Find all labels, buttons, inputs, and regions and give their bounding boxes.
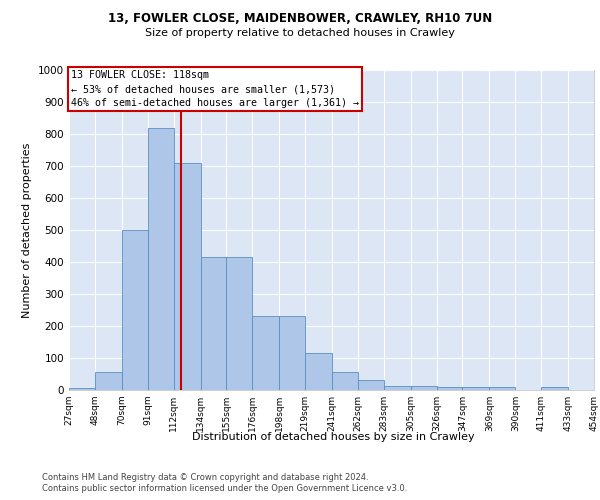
Text: Contains HM Land Registry data © Crown copyright and database right 2024.: Contains HM Land Registry data © Crown c… bbox=[42, 472, 368, 482]
Text: Distribution of detached houses by size in Crawley: Distribution of detached houses by size … bbox=[191, 432, 475, 442]
Bar bbox=[463, 387, 490, 390]
Bar bbox=[490, 388, 515, 390]
Bar bbox=[358, 380, 384, 390]
Text: Size of property relative to detached houses in Crawley: Size of property relative to detached ho… bbox=[145, 28, 455, 38]
Bar bbox=[148, 128, 173, 390]
Bar bbox=[437, 387, 463, 390]
Bar bbox=[226, 257, 252, 390]
Bar bbox=[69, 388, 95, 390]
Bar bbox=[200, 257, 226, 390]
Text: 13 FOWLER CLOSE: 118sqm
← 53% of detached houses are smaller (1,573)
46% of semi: 13 FOWLER CLOSE: 118sqm ← 53% of detache… bbox=[71, 70, 359, 108]
Text: 13, FOWLER CLOSE, MAIDENBOWER, CRAWLEY, RH10 7UN: 13, FOWLER CLOSE, MAIDENBOWER, CRAWLEY, … bbox=[108, 12, 492, 26]
Bar bbox=[252, 316, 279, 390]
Text: Contains public sector information licensed under the Open Government Licence v3: Contains public sector information licen… bbox=[42, 484, 407, 493]
Bar bbox=[173, 163, 200, 390]
Bar bbox=[411, 386, 437, 390]
Y-axis label: Number of detached properties: Number of detached properties bbox=[22, 142, 32, 318]
Bar bbox=[305, 353, 332, 390]
Bar bbox=[384, 386, 411, 390]
Bar bbox=[332, 372, 358, 390]
Bar bbox=[122, 230, 148, 390]
Bar bbox=[541, 388, 568, 390]
Bar bbox=[279, 316, 305, 390]
Bar bbox=[95, 372, 122, 390]
